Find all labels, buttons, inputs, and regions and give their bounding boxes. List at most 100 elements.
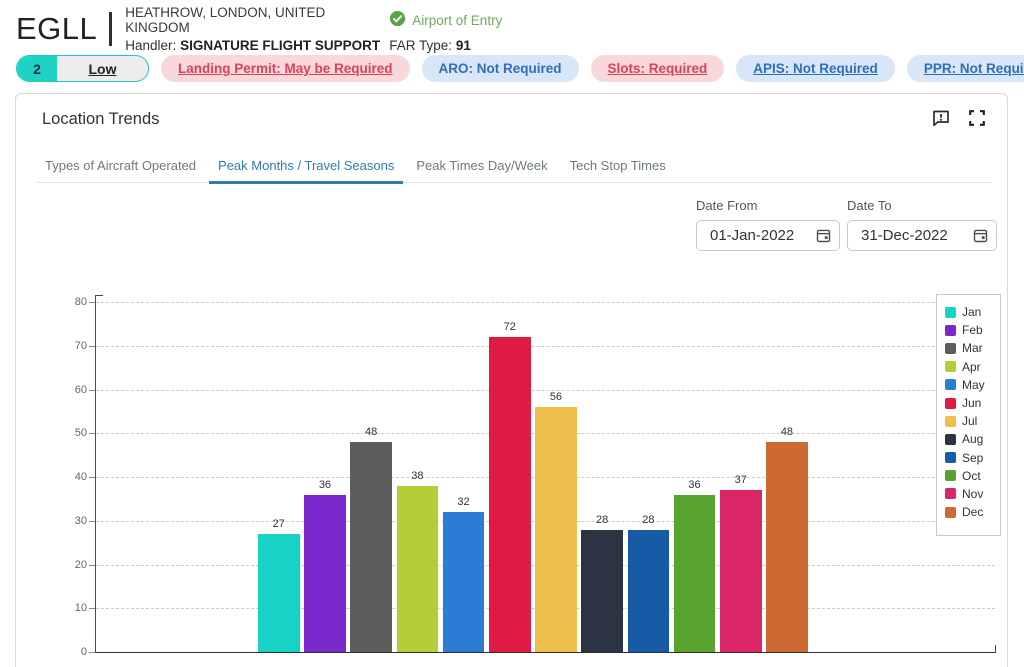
- status-badge-apis[interactable]: APIS: Not Required: [736, 55, 895, 82]
- legend-label-may: May: [962, 377, 985, 392]
- y-axis-label-20: 20: [74, 558, 87, 571]
- bar-dec[interactable]: [766, 442, 808, 652]
- bar-jan[interactable]: [258, 533, 300, 652]
- comment-alert-icon[interactable]: [931, 108, 951, 133]
- bar-value-jun: 72: [503, 321, 516, 333]
- gridline-60: [96, 389, 995, 391]
- status-badge-ppr[interactable]: PPR: Not Required: [906, 55, 1024, 82]
- bar-value-jul: 56: [549, 391, 563, 403]
- bar-value-feb: 36: [318, 478, 332, 491]
- x-axis-right-cap: [995, 645, 996, 653]
- date-from-filter: Date From: [696, 198, 840, 251]
- tab-tech-stop-times[interactable]: Tech Stop Times: [569, 158, 666, 173]
- legend-label-oct: Oct: [962, 468, 981, 483]
- y-tick-60: [89, 389, 95, 391]
- y-axis-top-cap: [95, 295, 103, 296]
- y-axis-label-0: 0: [80, 646, 87, 658]
- legend-swatch-aug: [945, 433, 956, 445]
- check-circle-icon: [389, 10, 406, 30]
- airport-of-entry-label: Airport of Entry: [412, 12, 503, 28]
- risk-badge[interactable]: 2 Low: [16, 55, 149, 82]
- fullscreen-icon[interactable]: [967, 108, 987, 133]
- legend-item-feb[interactable]: Feb: [945, 321, 1000, 339]
- legend-item-sep[interactable]: Sep: [945, 449, 1000, 467]
- bar-mar[interactable]: [350, 442, 392, 652]
- bar-value-jan: 27: [272, 517, 285, 530]
- y-tick-40: [89, 477, 95, 478]
- status-badge-aro[interactable]: ARO: Not Required: [421, 55, 579, 82]
- legend-label-apr: Apr: [962, 359, 981, 374]
- bar-value-may: 32: [457, 496, 470, 508]
- header-divider: [109, 12, 113, 46]
- legend-item-mar[interactable]: Mar: [945, 339, 1000, 357]
- legend-label-aug: Aug: [962, 432, 984, 447]
- y-axis-label-60: 60: [74, 383, 87, 396]
- bar-apr[interactable]: [396, 485, 439, 652]
- y-tick-50: [89, 433, 95, 435]
- date-to-label: Date To: [847, 198, 892, 213]
- status-badge-landing-permit[interactable]: Landing Permit: May be Required: [161, 55, 410, 82]
- handler-name: SIGNATURE FLIGHT SUPPORT: [180, 38, 381, 53]
- bar-sep[interactable]: [627, 529, 670, 652]
- trend-tabs: Types of Aircraft Operated Peak Months / …: [36, 153, 992, 184]
- legend-swatch-jul: [945, 415, 956, 427]
- legend-item-may[interactable]: May: [945, 376, 1000, 394]
- bar-jul[interactable]: [535, 407, 577, 652]
- date-from-input[interactable]: [696, 220, 840, 251]
- chart-legend: Jan Feb Mar Apr May Jun Jul Aug Sep Oct Nov Dec: [936, 294, 1001, 536]
- legend-item-apr[interactable]: Apr: [945, 358, 1000, 376]
- legend-swatch-sep: [945, 452, 956, 464]
- legend-item-jun[interactable]: Jun: [945, 394, 1000, 412]
- legend-label-sep: Sep: [962, 450, 984, 465]
- y-axis-label-70: 70: [74, 339, 87, 352]
- airport-location: HEATHROW, LONDON, UNITED KINGDOM: [125, 5, 326, 35]
- legend-swatch-dec: [945, 506, 956, 518]
- legend-item-jul[interactable]: Jul: [945, 412, 1000, 430]
- bar-value-dec: 48: [780, 426, 794, 438]
- bar-feb[interactable]: [304, 494, 346, 652]
- legend-label-jan: Jan: [962, 305, 982, 320]
- far-type-line: FAR Type: 91: [389, 38, 502, 53]
- legend-item-jan[interactable]: Jan: [945, 303, 1000, 321]
- status-badge-slots[interactable]: Slots: Required: [590, 55, 725, 82]
- y-axis-label-80: 80: [74, 296, 87, 308]
- bar-oct[interactable]: [673, 494, 716, 652]
- gridline-80: [96, 302, 995, 303]
- y-tick-0: [89, 652, 95, 653]
- y-tick-20: [89, 564, 95, 566]
- y-axis-label-50: 50: [74, 427, 87, 440]
- bar-value-oct: 36: [688, 478, 701, 491]
- x-axis-line: [95, 652, 996, 653]
- legend-item-aug[interactable]: Aug: [945, 430, 1000, 448]
- legend-label-jun: Jun: [962, 396, 982, 411]
- date-to-input[interactable]: [847, 220, 997, 251]
- status-badge-row: 2 Low Landing Permit: May be Required ARO…: [16, 55, 1024, 82]
- far-type-value: 91: [455, 38, 471, 53]
- legend-label-dec: Dec: [962, 505, 984, 520]
- gridline-70: [96, 345, 995, 347]
- tab-types-of-aircraft-operated[interactable]: Types of Aircraft Operated: [45, 158, 197, 173]
- legend-item-nov[interactable]: Nov: [945, 485, 1000, 503]
- legend-swatch-may: [945, 379, 956, 391]
- tab-peak-months-travel-seasons[interactable]: Peak Months / Travel Seasons: [209, 153, 404, 184]
- bar-value-mar: 48: [365, 426, 378, 438]
- panel-action-icons: [931, 108, 987, 133]
- legend-item-oct[interactable]: Oct: [945, 467, 1000, 485]
- y-tick-70: [89, 345, 95, 347]
- bar-value-sep: 28: [642, 513, 655, 526]
- bar-aug[interactable]: [581, 529, 623, 652]
- legend-item-dec[interactable]: Dec: [945, 503, 1000, 521]
- bar-nov[interactable]: [720, 490, 762, 652]
- date-to-filter: Date To: [847, 198, 997, 251]
- bar-may[interactable]: [442, 512, 485, 652]
- far-type-label: FAR Type:: [389, 38, 453, 53]
- legend-label-feb: Feb: [962, 323, 983, 338]
- bar-jun[interactable]: [489, 337, 531, 652]
- bar-value-apr: 38: [411, 469, 424, 482]
- airport-of-entry: Airport of Entry: [389, 5, 502, 35]
- risk-badge-value: 2: [17, 56, 57, 81]
- tab-peak-times-day-week[interactable]: Peak Times Day/Week: [416, 158, 548, 173]
- y-tick-30: [89, 520, 95, 522]
- handler-label: Handler:: [125, 38, 177, 53]
